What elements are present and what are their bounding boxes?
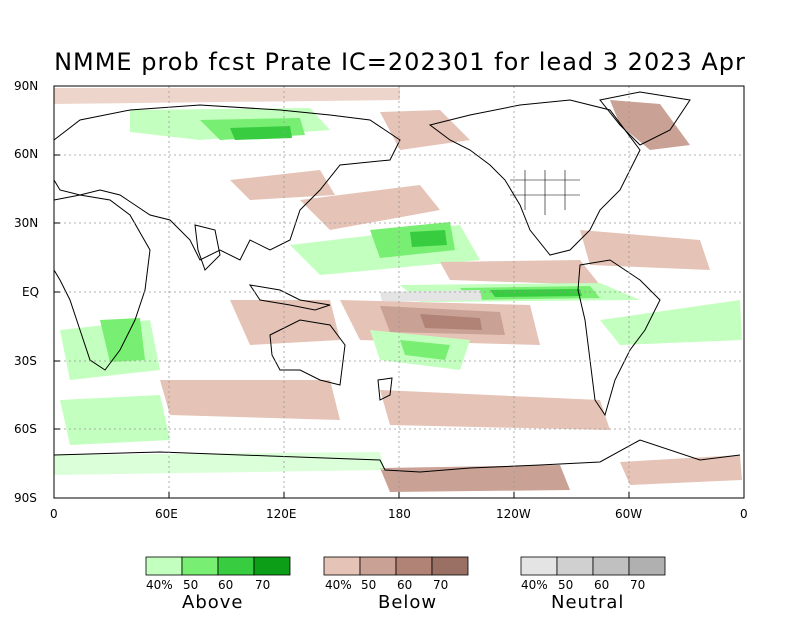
antarctica-coastline: [53, 439, 741, 473]
above-region: [400, 340, 450, 360]
legend-below-title: Below: [378, 592, 438, 613]
y-label-60n: 60N: [14, 147, 39, 161]
y-label-90n: 90N: [14, 79, 39, 93]
legend-below-tick-0: 40%: [325, 578, 352, 592]
legend-below-tick-3: 70: [433, 578, 449, 592]
legend-neutral-tick-3: 70: [630, 578, 646, 592]
map-title: NMME prob fcst Prate IC=202301 for lead …: [54, 48, 746, 76]
legend-above-tick-0: 40%: [146, 578, 173, 592]
neutral-region: [380, 290, 482, 302]
below-region: [380, 390, 610, 430]
legend-below-tick-2: 60: [397, 578, 413, 592]
legend-neutral-title: Neutral: [551, 592, 625, 613]
below-region: [610, 100, 690, 150]
gridlines: [54, 86, 744, 498]
y-label-30n: 30N: [14, 216, 39, 230]
above-region: [600, 300, 742, 345]
y-label-30s: 30S: [14, 354, 37, 368]
below-region: [580, 230, 710, 270]
above-region: [100, 318, 145, 362]
x-label-120e: 120E: [266, 507, 297, 521]
below-region: [54, 88, 400, 104]
greenland-coastline: [599, 91, 691, 146]
tick-marks: [54, 85, 630, 499]
above-region: [410, 230, 447, 247]
y-label-90s: 90S: [14, 491, 37, 505]
above-region: [54, 452, 385, 475]
y-label-60s: 60S: [14, 422, 37, 436]
us-state-borders: [510, 170, 580, 215]
eurasia-coastline: [53, 104, 401, 261]
below-region: [420, 314, 482, 330]
probability-shading: [54, 88, 742, 492]
below-region: [160, 380, 340, 420]
above-region: [60, 395, 170, 445]
x-label-120w: 120W: [496, 507, 531, 521]
x-label-0: 0: [50, 507, 58, 521]
below-region: [230, 300, 340, 345]
x-label-60e: 60E: [155, 507, 178, 521]
x-label-60w: 60W: [615, 507, 643, 521]
new-zealand-coastline: [377, 377, 393, 401]
y-label-eq: EQ: [22, 285, 40, 299]
legend-below-tick-1: 50: [361, 578, 377, 592]
below-region: [620, 455, 742, 485]
legend-neutral-tick-2: 60: [594, 578, 610, 592]
legend-above-tick-2: 60: [218, 578, 234, 592]
legend-neutral-tick-1: 50: [558, 578, 574, 592]
legend-above-tick-3: 70: [255, 578, 271, 592]
below-region: [380, 465, 570, 492]
below-region: [380, 110, 470, 150]
above-region: [490, 289, 582, 297]
below-region: [300, 185, 440, 230]
indonesia-coastline: [248, 284, 331, 311]
india-coastline: [194, 224, 221, 271]
legend-above-tick-1: 50: [183, 578, 199, 592]
legend-neutral-tick-0: 40%: [521, 578, 548, 592]
above-region: [230, 126, 292, 140]
australia-coastline: [269, 319, 346, 386]
legend-above-title: Above: [182, 592, 244, 613]
south-america-coastline: [577, 259, 661, 417]
x-label-0-right: 0: [740, 507, 748, 521]
coastlines: [53, 91, 741, 473]
below-region: [440, 260, 600, 285]
north-america-coastline: [428, 99, 641, 256]
x-label-180: 180: [388, 507, 411, 521]
below-region: [230, 170, 335, 200]
africa-coastline: [53, 194, 151, 371]
